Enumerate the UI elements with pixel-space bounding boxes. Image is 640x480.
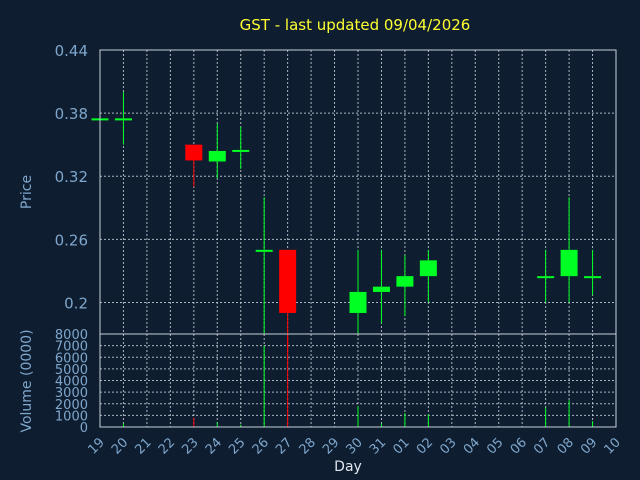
candle-body	[279, 249, 297, 313]
y-tick-label: 0.26	[55, 231, 88, 249]
x-tick-label: 02	[414, 435, 436, 457]
candle-body	[114, 118, 132, 121]
volume-tick-label: 8000	[55, 328, 88, 343]
candle-01	[396, 255, 414, 317]
candle-02	[419, 249, 437, 303]
x-tick-label: 09	[578, 435, 600, 457]
x-tick-label: 23	[179, 435, 201, 457]
x-tick-label: 27	[273, 435, 295, 457]
x-tick-label: 10	[602, 435, 624, 457]
candle-body	[560, 249, 578, 277]
candlesticks	[91, 92, 602, 350]
y-tick-label: 0.44	[55, 42, 88, 60]
candle-31	[372, 249, 390, 324]
x-tick-label: 06	[508, 435, 530, 457]
candle-07	[537, 249, 555, 303]
x-tick-label: 31	[367, 435, 389, 457]
x-tick-label: 05	[484, 435, 506, 457]
price-tick-labels: 0.44 0.38 0.32 0.26 0.2	[55, 42, 88, 312]
x-tick-label: 20	[109, 435, 131, 457]
candle-body	[419, 260, 437, 277]
candle-27	[279, 249, 297, 350]
y-tick-label: 0.32	[55, 168, 88, 186]
volume-bars	[122, 335, 594, 427]
volume-tick-label: 0	[80, 421, 88, 436]
candle-08	[560, 197, 578, 303]
y-axis-label: Price	[19, 175, 35, 209]
x-tick-label: 01	[390, 435, 412, 457]
candle-09	[584, 249, 602, 296]
x-tick-label: 04	[461, 435, 483, 457]
volume-panel-frame	[99, 333, 617, 428]
x-tick-label: 30	[344, 435, 366, 457]
candle-body	[185, 144, 203, 161]
x-tick-label: 07	[531, 435, 553, 457]
candle-body	[396, 276, 414, 287]
y-tick-label: 0.38	[55, 105, 88, 123]
candle-body	[255, 249, 273, 252]
volume-tick-label: 3000	[55, 386, 88, 401]
candle-30	[349, 249, 367, 334]
volume-tick-label: 2000	[55, 398, 88, 413]
volume-tick-label: 4000	[55, 375, 88, 390]
x-tick-label: 25	[226, 435, 248, 457]
x-tick-label: 29	[320, 435, 342, 457]
y-tick-label: 0.2	[64, 294, 88, 312]
volume-tick-label: 5000	[55, 363, 88, 378]
x-tick-label: 28	[297, 435, 319, 457]
volume-tick-label: 7000	[55, 340, 88, 355]
candle-body	[208, 150, 226, 162]
candle-25	[232, 126, 250, 169]
x-tick-label: 26	[250, 435, 272, 457]
candle-23	[185, 144, 203, 187]
candle-body	[372, 286, 390, 292]
candle-body	[584, 276, 602, 279]
x-tick-label: 22	[156, 435, 178, 457]
volume-axis-label: Volume (0000)	[19, 329, 35, 432]
x-tick-label: 21	[132, 435, 154, 457]
candle-24	[208, 123, 226, 179]
x-tick-label: 03	[437, 435, 459, 457]
x-tick-labels: 19 20 21 22 23 24 25 26 27 28 29 30 31 01 02 03 04 05 06 07…	[86, 435, 624, 457]
volume-tick-label: 1000	[55, 409, 88, 424]
x-tick-label: 24	[203, 435, 225, 457]
candle-26	[255, 197, 273, 334]
x-tick-label: 08	[555, 435, 577, 457]
volume-tick-label: 6000	[55, 351, 88, 366]
candle-20	[114, 92, 132, 145]
x-tick-label: 19	[86, 435, 108, 457]
chart-title: GST - last updated 09/04/2026	[240, 16, 471, 34]
candle-body	[349, 291, 367, 313]
candle-body	[232, 149, 250, 152]
x-axis-label: Day	[334, 459, 362, 475]
candle-body	[537, 276, 555, 279]
